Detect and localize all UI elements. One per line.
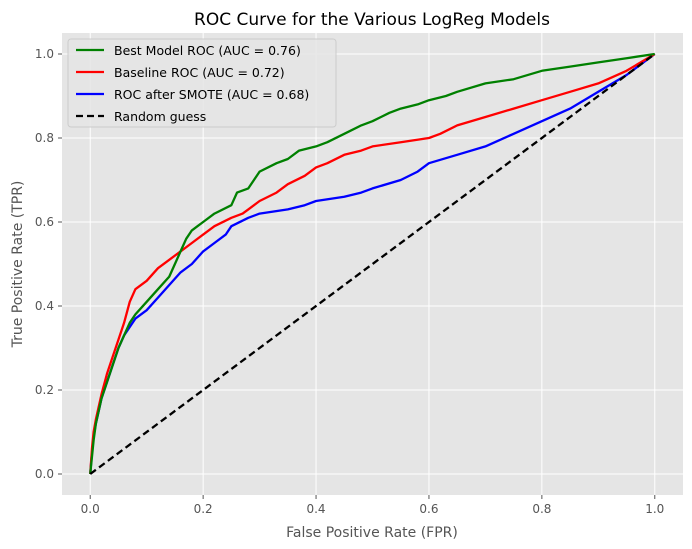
y-tick-label: 1.0 (35, 47, 54, 61)
legend-label-baseline: Baseline ROC (AUC = 0.72) (114, 65, 285, 80)
legend: Best Model ROC (AUC = 0.76) Baseline ROC… (67, 38, 337, 128)
y-tick-label: 0.2 (35, 383, 54, 397)
y-tick-label: 0.6 (35, 215, 54, 229)
x-tick-label: 0.6 (419, 502, 438, 516)
legend-label-random-guess: Random guess (114, 109, 206, 124)
legend-label-smote: ROC after SMOTE (AUC = 0.68) (114, 87, 309, 102)
y-axis-label: True Positive Rate (TPR) (10, 181, 26, 349)
x-tick-label: 0.0 (81, 502, 100, 516)
y-tick-label: 0.4 (35, 299, 54, 313)
series-layer (89, 52, 656, 475)
y-tick-label: 0.0 (35, 467, 54, 481)
x-tick-label: 0.4 (306, 502, 325, 516)
chart-title: ROC Curve for the Various LogReg Models (194, 10, 550, 30)
random-guess-line (89, 53, 656, 475)
y-tick-label: 0.8 (35, 131, 54, 145)
roc-line-best-model (89, 52, 655, 475)
roc-line-baseline (89, 53, 656, 475)
x-axis-label: False Positive Rate (FPR) (286, 525, 458, 541)
ticks: 0.0 0.2 0.4 0.6 0.8 1.0 0.0 0.2 0.4 0.6 0.8 1.0 (35, 47, 664, 516)
x-tick-label: 1.0 (645, 502, 664, 516)
x-tick-label: 0.2 (194, 502, 213, 516)
x-tick-label: 0.8 (532, 502, 551, 516)
legend-label-best-model: Best Model ROC (AUC = 0.76) (114, 43, 301, 58)
legend-box (67, 38, 337, 128)
